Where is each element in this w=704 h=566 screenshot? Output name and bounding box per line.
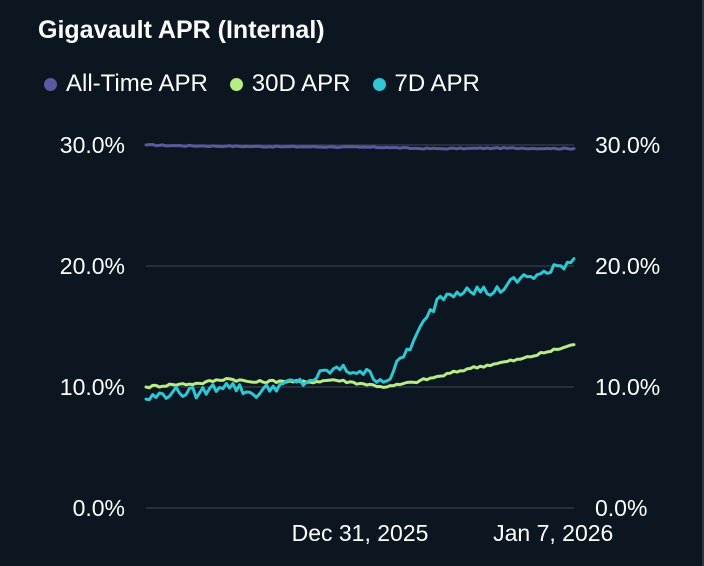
y-tick-right-10: 10.0% bbox=[595, 374, 660, 400]
legend-label-30d: 30D APR bbox=[251, 70, 351, 97]
series-line-7d-apr bbox=[144, 257, 576, 402]
y-tick-right-20: 20.0% bbox=[595, 253, 660, 279]
window-edge bbox=[702, 0, 704, 566]
legend-item-30d[interactable]: 30D APR bbox=[229, 70, 351, 98]
legend-swatch-30d bbox=[229, 77, 243, 91]
y-tick-left-0: 0.0% bbox=[73, 495, 125, 521]
legend-item-all-time[interactable]: All-Time APR bbox=[44, 70, 208, 98]
legend-swatch-all-time bbox=[44, 77, 57, 91]
x-tick-1: Jan 7, 2026 bbox=[493, 520, 613, 546]
series-line-all-time-apr bbox=[144, 143, 576, 151]
legend-swatch-7d bbox=[372, 77, 386, 91]
y-tick-left-20: 20.0% bbox=[60, 253, 125, 279]
y-tick-left-30: 30.0% bbox=[60, 132, 125, 158]
chart-title: Gigavault APR (Internal) bbox=[38, 16, 325, 44]
legend-label-7d: 7D APR bbox=[394, 70, 480, 97]
y-tick-right-30: 30.0% bbox=[595, 132, 660, 158]
y-tick-left-10: 10.0% bbox=[60, 374, 125, 400]
x-tick-0: Dec 31, 2025 bbox=[292, 520, 429, 546]
chart-legend: All-Time APR 30D APR 7D APR bbox=[44, 70, 502, 98]
legend-label-all-time: All-Time APR bbox=[66, 70, 208, 97]
series-line-30d-apr bbox=[144, 343, 576, 390]
y-tick-right-0: 0.0% bbox=[595, 495, 647, 521]
legend-item-7d[interactable]: 7D APR bbox=[372, 70, 480, 98]
